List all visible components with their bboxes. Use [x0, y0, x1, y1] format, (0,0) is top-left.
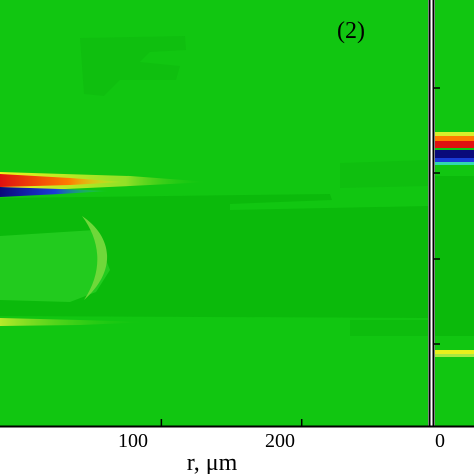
right-panel-y-ticks — [434, 87, 440, 345]
right-band-dark — [435, 176, 474, 336]
heatmap-main-panel — [0, 0, 428, 426]
right-streak-navy — [435, 150, 474, 158]
right-streak-lower-light — [435, 354, 474, 357]
right-streak-blue — [435, 158, 474, 162]
x-axis-title: r, μm — [187, 450, 238, 474]
crescent — [82, 216, 108, 300]
light-lobe — [0, 230, 110, 302]
lower-right-block — [350, 320, 428, 336]
panel-label: (2) — [337, 18, 365, 44]
right-streak-orange — [435, 136, 474, 141]
x-tick-label-100: 100 — [118, 430, 148, 452]
dark-band — [0, 194, 428, 318]
right-streak-lower-yellow — [435, 350, 474, 354]
right-x-tick-label-0: 0 — [435, 430, 445, 452]
x-tick-label-200: 200 — [265, 430, 295, 452]
faint-structure-upper — [80, 36, 186, 96]
right-streak-red — [435, 141, 474, 148]
right-streak-yellow-top — [435, 132, 474, 136]
dark-band-right — [340, 160, 428, 188]
streak-lower — [0, 318, 150, 326]
right-streak-cyan — [435, 162, 474, 165]
streak-blue — [0, 187, 110, 197]
streak-red — [0, 174, 125, 187]
heatmap-right-panel — [435, 0, 474, 426]
x-axis-ticks — [160, 419, 303, 426]
